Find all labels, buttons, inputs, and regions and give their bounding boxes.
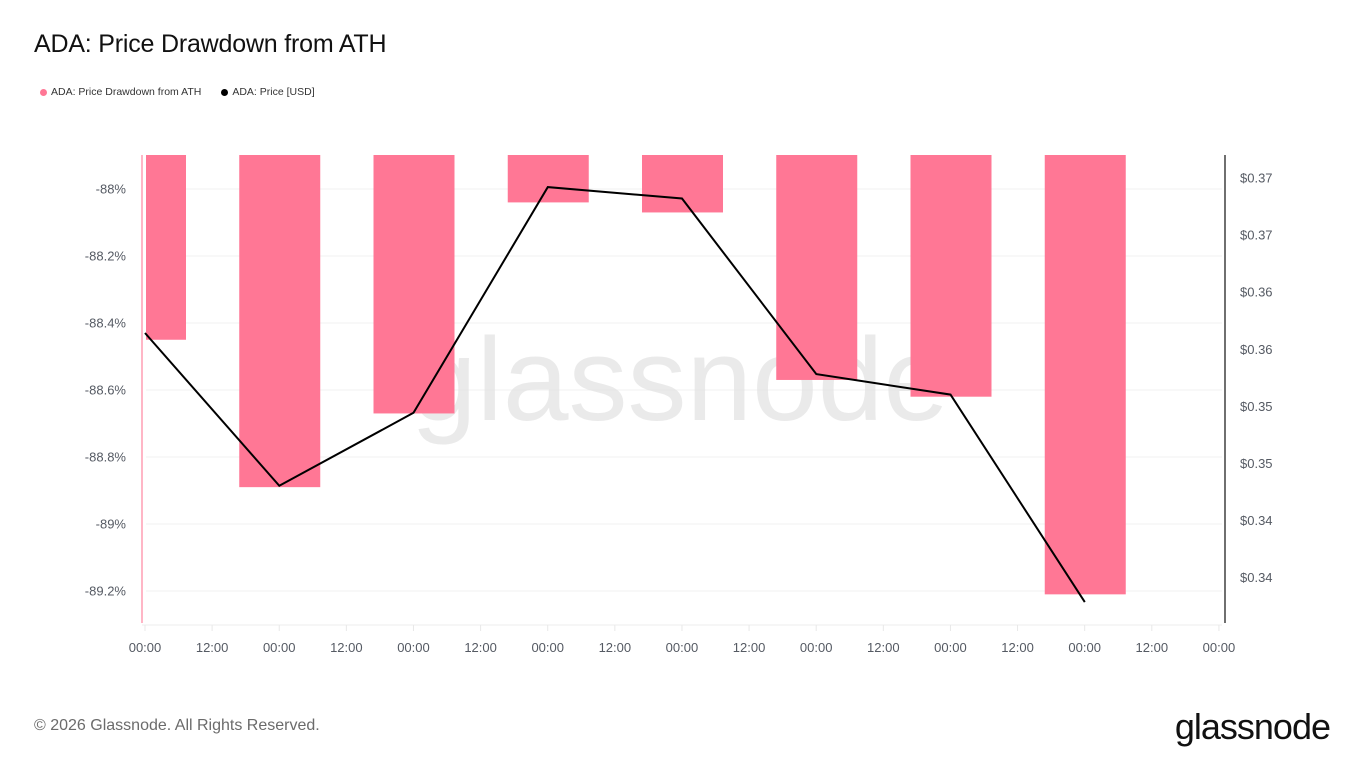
drawdown-bar[interactable]	[776, 155, 858, 380]
x-axis-ticks: 00:00 12:00 00:00 12:00 00:00 12:00 00:00 12:00…	[129, 625, 1235, 655]
drawdown-bar[interactable]	[642, 155, 723, 213]
left-tick-label: -88.6%	[85, 383, 127, 398]
x-tick-label: 12:00	[330, 640, 363, 655]
x-tick-label: 12:00	[1001, 640, 1034, 655]
copyright: © 2026 Glassnode. All Rights Reserved.	[34, 717, 320, 734]
chart-title: ADA: Price Drawdown from ATH	[34, 30, 387, 58]
x-tick-label: 12:00	[196, 640, 229, 655]
x-tick-label: 00:00	[129, 640, 162, 655]
x-tick-label: 00:00	[263, 640, 296, 655]
right-tick-label: $0.36	[1240, 342, 1273, 357]
drawdown-bar[interactable]	[1044, 155, 1126, 595]
x-tick-label: 12:00	[1136, 640, 1169, 655]
right-axis-ticks: $0.37 $0.37 $0.36 $0.36 $0.35 $0.35 $0.34 $0.34	[1240, 171, 1273, 586]
x-tick-label: 00:00	[1203, 640, 1236, 655]
x-tick-label: 12:00	[464, 640, 497, 655]
gridlines	[146, 188, 1222, 592]
x-tick-label: 00:00	[666, 640, 699, 655]
right-tick-label: $0.35	[1240, 399, 1273, 414]
left-tick-label: -88.2%	[85, 249, 127, 264]
x-tick-label: 00:00	[1068, 640, 1101, 655]
legend-item-drawdown[interactable]: ADA: Price Drawdown from ATH	[40, 86, 201, 98]
x-tick-label: 00:00	[531, 640, 564, 655]
legend-label: ADA: Price [USD]	[232, 86, 315, 98]
right-tick-label: $0.35	[1240, 456, 1273, 471]
x-tick-label: 00:00	[800, 640, 833, 655]
right-tick-label: $0.37	[1240, 228, 1273, 243]
legend-item-price[interactable]: ADA: Price [USD]	[221, 86, 315, 98]
legend-label: ADA: Price Drawdown from ATH	[51, 86, 202, 98]
drawdown-bar[interactable]	[910, 155, 992, 397]
watermark: glassnode	[411, 314, 949, 446]
price-line	[144, 186, 1086, 603]
legend-dot-pink-icon	[40, 88, 47, 96]
drawdown-bar[interactable]	[239, 155, 321, 488]
x-tick-label: 12:00	[599, 640, 632, 655]
drawdown-bar[interactable]	[373, 155, 455, 414]
left-tick-label: -88.4%	[85, 316, 127, 331]
x-tick-label: 00:00	[397, 640, 430, 655]
bars	[146, 155, 1126, 595]
drawdown-bar[interactable]	[146, 155, 186, 340]
x-tick-label: 00:00	[934, 640, 967, 655]
x-tick-label: 12:00	[867, 640, 900, 655]
left-tick-label: -88.8%	[85, 450, 127, 465]
left-tick-label: -89%	[96, 517, 127, 532]
right-tick-label: $0.36	[1240, 285, 1273, 300]
legend: ADA: Price Drawdown from ATH ADA: Price …	[40, 86, 315, 98]
right-tick-label: $0.34	[1240, 513, 1273, 528]
right-tick-label: $0.34	[1240, 570, 1273, 585]
left-tick-label: -89.2%	[85, 584, 127, 599]
drawdown-bar[interactable]	[507, 155, 589, 203]
left-tick-label: -88%	[96, 182, 127, 197]
right-tick-label: $0.37	[1240, 171, 1273, 186]
legend-dot-black-icon	[221, 88, 229, 96]
glassnode-logo[interactable]: glassnode	[1174, 706, 1331, 747]
x-tick-label: 12:00	[733, 640, 766, 655]
left-axis-ticks: -88% -88.2% -88.4% -88.6% -88.8% -89% -89.2%	[85, 182, 127, 599]
